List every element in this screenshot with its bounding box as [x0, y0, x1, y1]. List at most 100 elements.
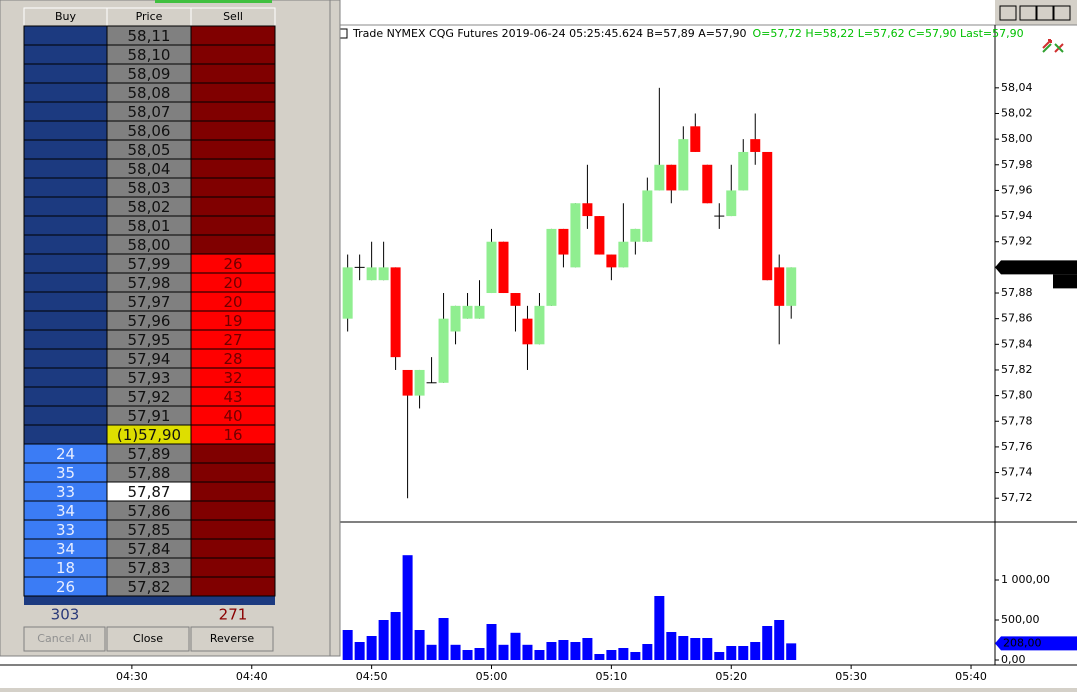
sell-cell[interactable]	[190, 519, 276, 540]
buy-cell[interactable]	[23, 272, 108, 293]
chart-header: Trade NYMEX CQG Futures 2019-06-24 05:25…	[352, 27, 1024, 40]
sell-qty: 20	[223, 274, 242, 292]
price-label: 58,03	[128, 179, 171, 197]
button	[23, 626, 106, 652]
volume-bar	[342, 630, 353, 660]
volume-bar	[738, 646, 749, 660]
buy-qty: 35	[56, 464, 75, 482]
button[interactable]	[190, 626, 274, 652]
price-label: 58,07	[128, 103, 171, 121]
sell-cell[interactable]	[190, 101, 276, 122]
buy-cell[interactable]	[23, 405, 108, 426]
buy-cell[interactable]	[23, 234, 108, 255]
buy-cell[interactable]	[23, 44, 108, 65]
candle-body	[402, 369, 413, 396]
maximize-button[interactable]	[1036, 5, 1054, 21]
buy-cell[interactable]	[23, 177, 108, 198]
buy-cell[interactable]	[23, 215, 108, 236]
header-label: Buy	[55, 10, 77, 23]
last-volume-label: 208,00	[1003, 636, 1042, 649]
sell-cell[interactable]	[190, 481, 276, 502]
price-label: 57,89	[128, 445, 171, 463]
buy-cell[interactable]	[23, 348, 108, 369]
volume-bar	[366, 636, 377, 660]
buy-cell[interactable]	[23, 101, 108, 122]
button-label[interactable]: Reverse	[210, 632, 254, 645]
buy-cell[interactable]	[23, 63, 108, 84]
sell-total: 271	[219, 606, 248, 624]
volume-bar	[750, 642, 761, 660]
price-label: 58,05	[128, 141, 171, 159]
sell-cell[interactable]	[190, 215, 276, 236]
buy-cell[interactable]	[23, 367, 108, 388]
sell-cell[interactable]	[190, 158, 276, 179]
volume-bar	[414, 630, 425, 660]
sell-qty: 20	[223, 293, 242, 311]
candle-body	[510, 293, 521, 306]
buy-cell[interactable]	[23, 310, 108, 331]
volume-bar	[354, 642, 365, 660]
sell-cell[interactable]	[190, 538, 276, 559]
candle-body	[594, 216, 605, 255]
sell-cell[interactable]	[190, 82, 276, 103]
volume-bar	[606, 650, 617, 660]
trade-icon[interactable]	[1042, 39, 1064, 53]
window-icon[interactable]	[999, 5, 1017, 21]
sell-cell[interactable]	[190, 500, 276, 521]
candle-body	[762, 151, 773, 281]
price-label: 57,99	[128, 255, 171, 273]
sell-cell[interactable]	[190, 462, 276, 483]
sell-cell[interactable]	[190, 63, 276, 84]
x-tick-label: 04:40	[236, 670, 268, 683]
sell-cell[interactable]	[190, 443, 276, 464]
buy-cell[interactable]	[23, 253, 108, 274]
sell-cell[interactable]	[190, 177, 276, 198]
price-label: 58,02	[128, 198, 171, 216]
volume-bar	[498, 644, 509, 660]
y-tick-label: 57,72	[1001, 491, 1033, 504]
candle-body	[654, 164, 665, 191]
y-tick-label: 57,78	[1001, 414, 1033, 427]
sell-cell[interactable]	[190, 139, 276, 160]
candle-body	[606, 254, 617, 268]
buy-cell[interactable]	[23, 82, 108, 103]
buy-cell[interactable]	[23, 158, 108, 179]
sell-cell[interactable]	[190, 576, 276, 597]
buy-cell[interactable]	[23, 291, 108, 312]
candle-body	[750, 139, 761, 152]
sell-cell[interactable]	[190, 25, 276, 46]
sell-cell[interactable]	[190, 196, 276, 217]
price-label: 58,10	[128, 46, 171, 64]
buy-cell[interactable]	[23, 120, 108, 141]
candle-body	[522, 318, 533, 345]
volume-bar	[666, 632, 677, 660]
dom-window: Buy Price Sell58,1158,1058,0958,0858,0758,…	[0, 0, 341, 657]
button-label: Cancel All	[37, 632, 91, 645]
sell-cell[interactable]	[190, 557, 276, 578]
candle-body	[786, 267, 797, 306]
minimize-button[interactable]	[1019, 5, 1037, 21]
price-label: 57,86	[128, 502, 171, 520]
close-button[interactable]	[1053, 5, 1071, 21]
buy-cell[interactable]	[23, 25, 108, 46]
y-tick-label: 57,80	[1001, 389, 1033, 402]
buy-cell[interactable]	[23, 139, 108, 160]
x-tick-label: 05:40	[955, 670, 987, 683]
buy-cell[interactable]	[23, 386, 108, 407]
sell-cell[interactable]	[190, 44, 276, 65]
price-label: 57,95	[128, 331, 171, 349]
button[interactable]	[106, 626, 190, 652]
volume-bar	[462, 650, 473, 660]
candle-body	[366, 267, 377, 281]
last-price-marker	[995, 260, 1077, 275]
sell-cell[interactable]	[190, 120, 276, 141]
buy-cell[interactable]	[23, 329, 108, 350]
y-tick-label: 57,94	[1001, 209, 1033, 222]
button-label[interactable]: Close	[133, 632, 163, 645]
last-price-label: 57,90	[1003, 260, 1035, 273]
sell-cell[interactable]	[190, 234, 276, 255]
price-label: 57,97	[128, 293, 171, 311]
buy-cell[interactable]	[23, 424, 108, 445]
buy-cell[interactable]	[23, 196, 108, 217]
volume-bar	[582, 638, 593, 660]
